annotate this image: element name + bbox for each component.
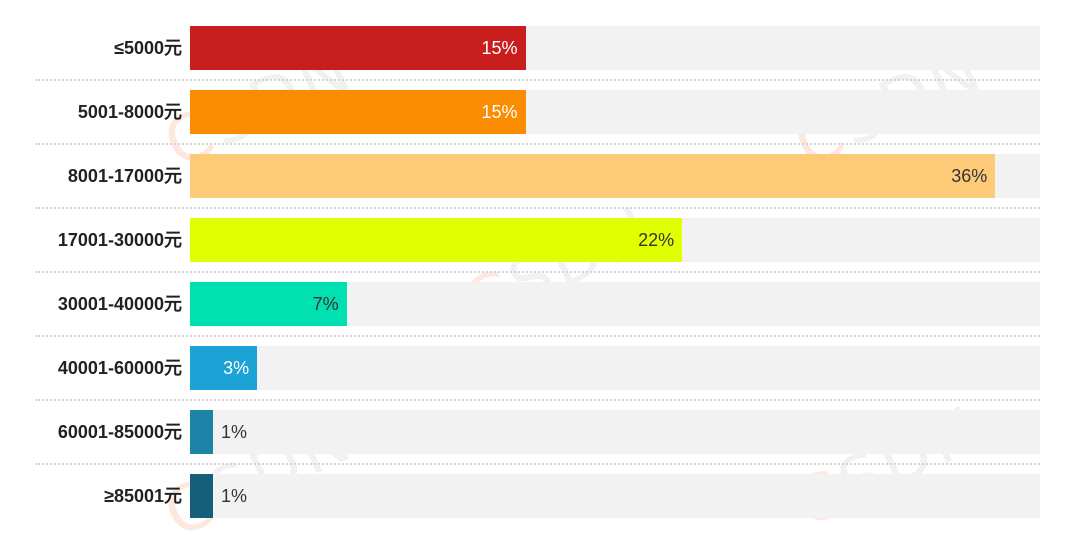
- bar: [190, 474, 213, 518]
- bar: [190, 26, 526, 70]
- value-label: 15%: [481, 38, 518, 58]
- bar: [190, 154, 996, 198]
- category-label: 8001-17000元: [67, 166, 182, 186]
- value-label: 15%: [481, 102, 518, 122]
- category-label: ≥85001元: [104, 486, 182, 506]
- bar-row: 40001-60000元 3%: [0, 346, 1080, 410]
- row-divider: [35, 79, 1040, 81]
- value-label: 3%: [223, 358, 250, 378]
- category-label: 5001-8000元: [77, 102, 182, 122]
- value-label: 7%: [312, 294, 339, 314]
- bar-row: 60001-85000元 1%: [0, 410, 1080, 474]
- bar-track: [190, 474, 1040, 518]
- bar-track: [190, 346, 1040, 390]
- category-label: ≤5000元: [114, 38, 182, 58]
- category-label: 17001-30000元: [57, 230, 182, 250]
- value-label: 1%: [221, 422, 248, 442]
- row-divider: [35, 271, 1040, 273]
- category-label: 60001-85000元: [57, 422, 182, 442]
- bar-track: [190, 410, 1040, 454]
- row-divider: [35, 335, 1040, 337]
- row-divider: [35, 207, 1040, 209]
- value-label: 22%: [638, 230, 675, 250]
- bar-row: ≥85001元 1%: [0, 474, 1080, 538]
- bar: [190, 218, 683, 262]
- value-label: 1%: [221, 486, 248, 506]
- category-label: 40001-60000元: [57, 358, 182, 378]
- bar: [190, 282, 347, 326]
- bar-row: 17001-30000元 22%: [0, 218, 1080, 282]
- bar: [190, 90, 526, 134]
- category-label: 30001-40000元: [57, 294, 182, 314]
- value-label: 36%: [951, 166, 988, 186]
- bar: [190, 346, 258, 390]
- row-divider: [35, 143, 1040, 145]
- bar: [190, 410, 213, 454]
- bar-row: ≤5000元 15%: [0, 26, 1080, 90]
- bar-row: 8001-17000元 36%: [0, 154, 1080, 218]
- row-divider: [35, 463, 1040, 465]
- row-divider: [35, 399, 1040, 401]
- bar-row: 30001-40000元 7%: [0, 282, 1080, 346]
- bar-row: 5001-8000元 15%: [0, 90, 1080, 154]
